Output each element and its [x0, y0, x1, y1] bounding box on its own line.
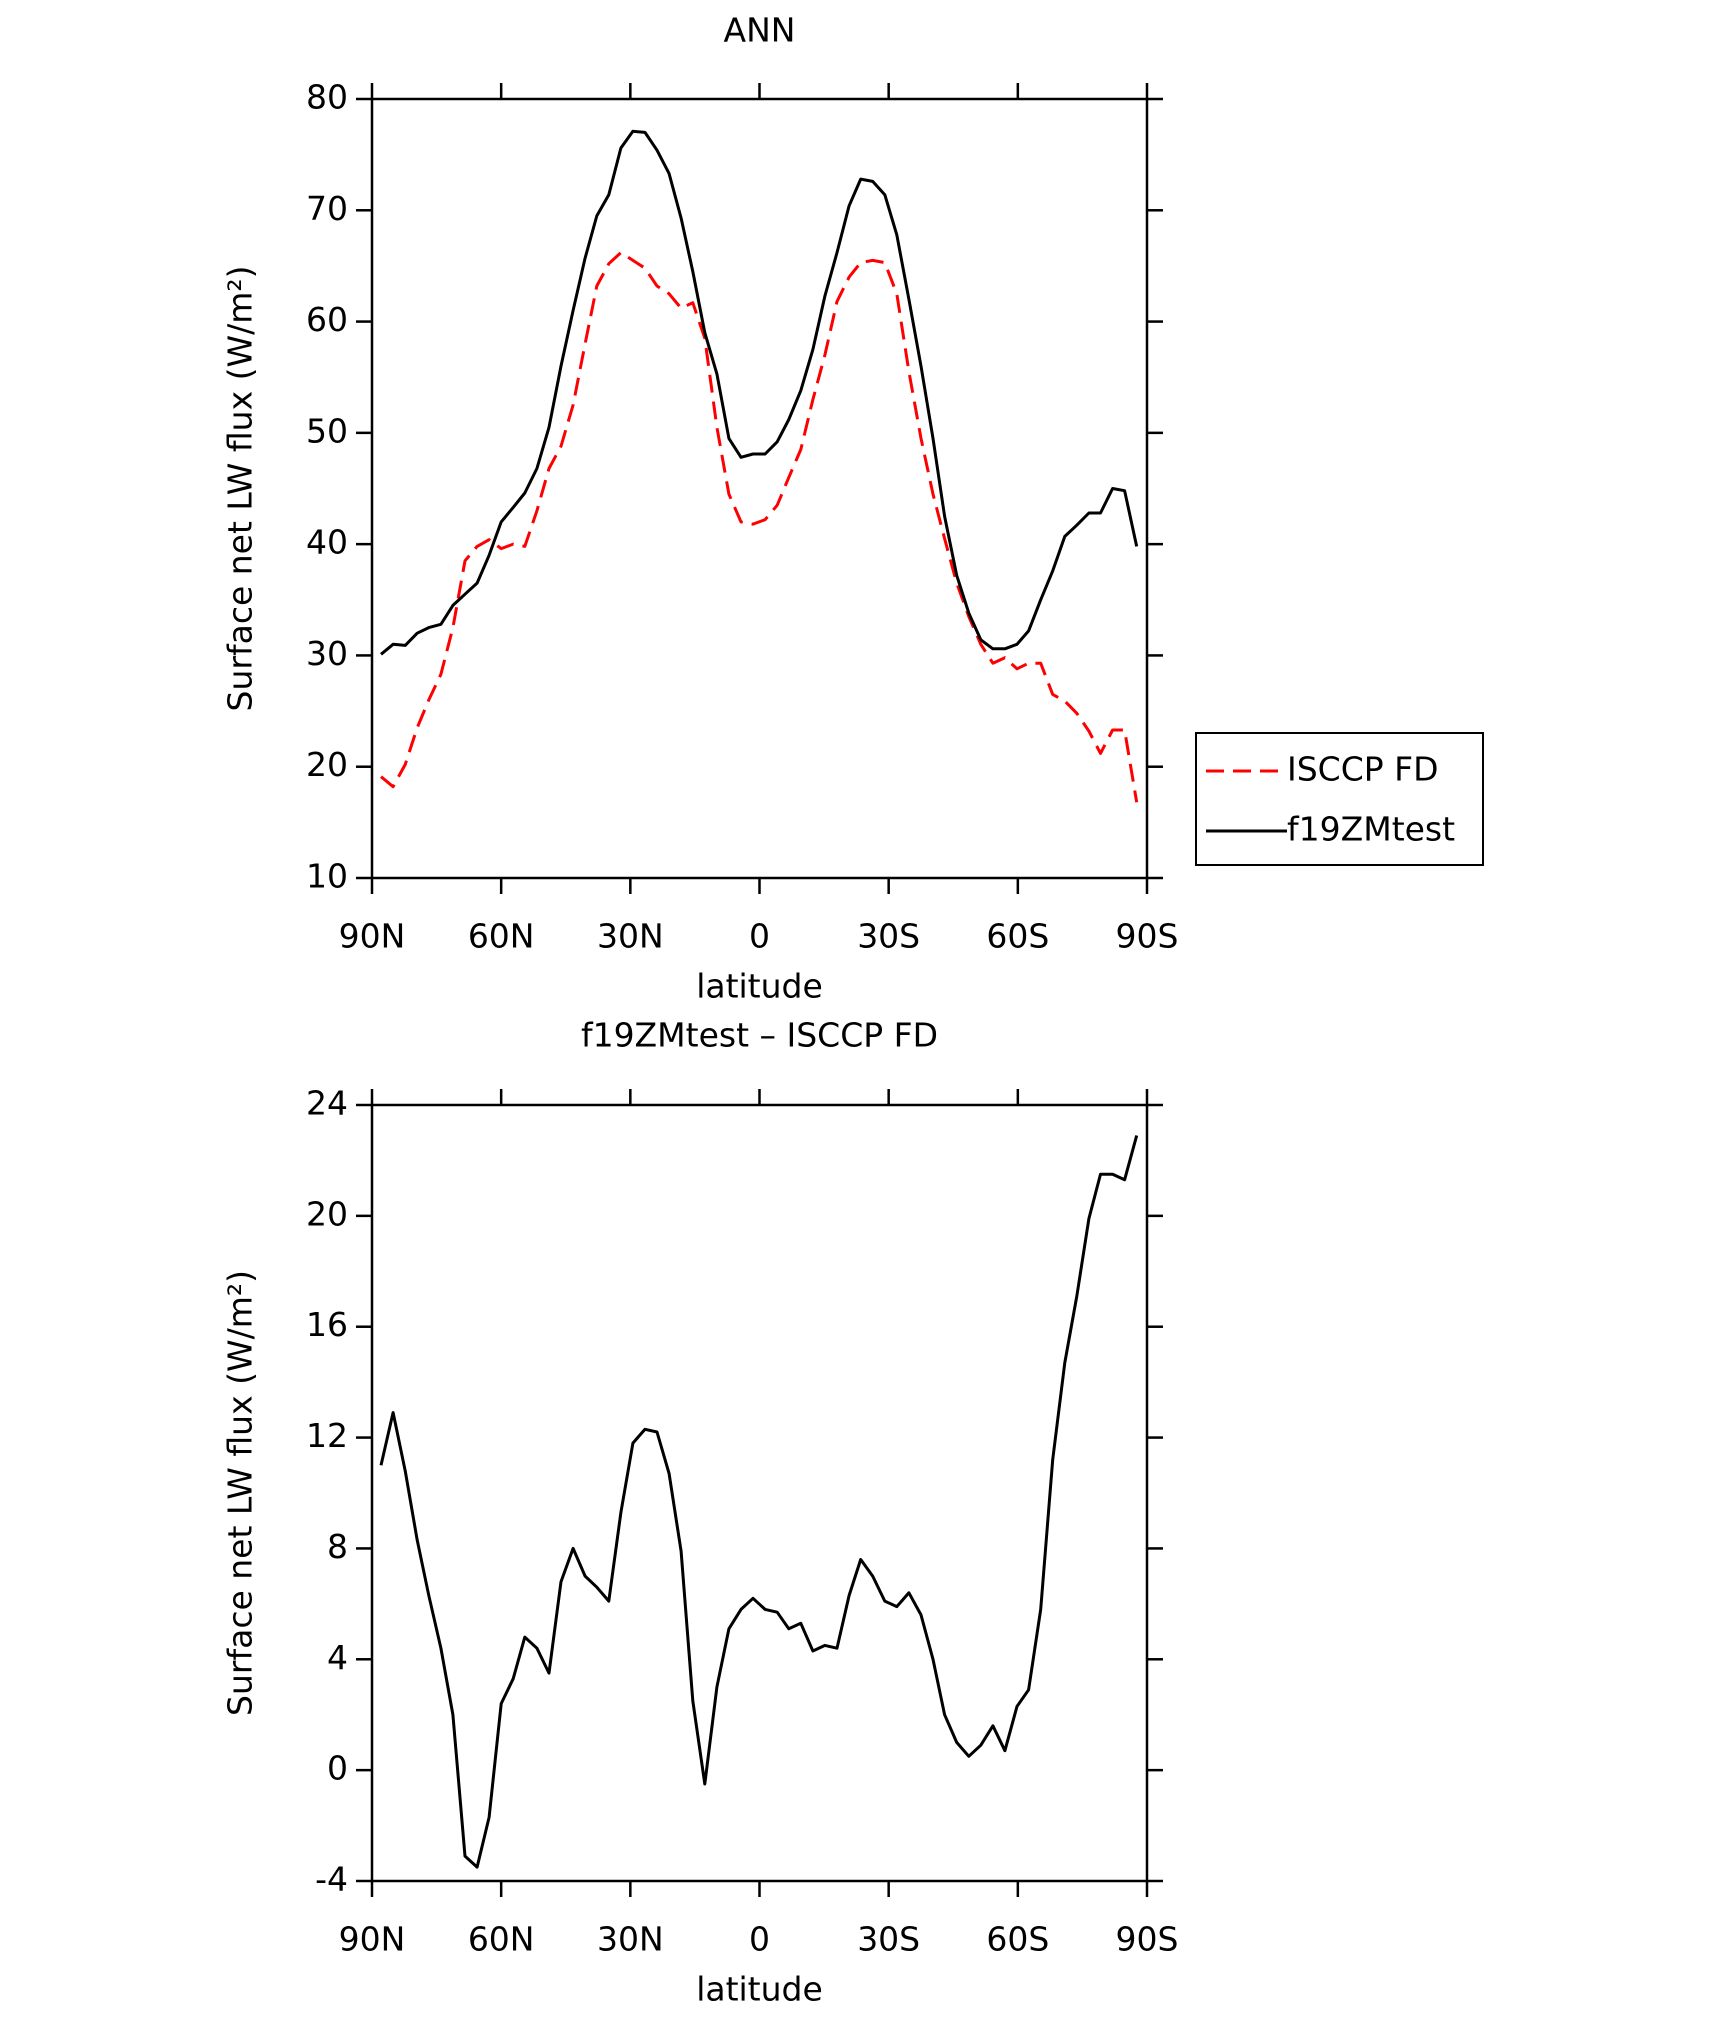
y-axis-label: Surface net LW flux (W/m²)	[221, 1270, 260, 1716]
data-line	[379, 1135, 1139, 1869]
x-tick-label: 60S	[986, 1920, 1049, 1959]
x-tick-label: 60S	[986, 917, 1049, 956]
x-axis-label: latitude	[696, 1970, 823, 2009]
y-tick-label: 20	[306, 1194, 348, 1233]
x-tick-label: 0	[749, 917, 770, 956]
x-axis-label: latitude	[696, 967, 823, 1006]
chart-title: ANN	[724, 11, 796, 50]
plot-frame	[370, 1103, 1149, 1883]
y-tick-label: 70	[306, 189, 348, 228]
y-tick-label: 50	[306, 411, 348, 450]
y-tick-label: 80	[306, 78, 348, 117]
data-line	[380, 129, 1139, 656]
y-tick-label: 4	[327, 1638, 348, 1677]
x-tick-label: 30S	[857, 1920, 920, 1959]
y-tick-label: 24	[306, 1084, 348, 1123]
x-tick-label: 30N	[597, 1920, 664, 1959]
x-tick-label: 30N	[597, 917, 664, 956]
legend-label: f19ZMtest	[1287, 810, 1455, 849]
y-axis-label: Surface net LW flux (W/m²)	[221, 266, 260, 712]
y-tick-label: 16	[306, 1305, 348, 1344]
y-tick-label: 8	[327, 1527, 348, 1566]
legend-box	[1195, 732, 1484, 866]
y-tick-label: 10	[306, 857, 348, 896]
x-tick-label: 60N	[468, 917, 535, 956]
x-tick-label: 30S	[857, 917, 920, 956]
x-tick-label: 0	[749, 1920, 770, 1959]
y-tick-label: 30	[306, 634, 348, 673]
x-tick-label: 90S	[1116, 917, 1179, 956]
y-tick-label: 60	[306, 300, 348, 339]
y-tick-label: 12	[306, 1416, 348, 1455]
chart-title: f19ZMtest – ISCCP FD	[581, 1016, 938, 1055]
legend-label: ISCCP FD	[1287, 750, 1439, 789]
x-tick-label: 90N	[339, 917, 406, 956]
y-tick-label: 0	[327, 1749, 348, 1788]
x-tick-label: 60N	[468, 1920, 535, 1959]
data-line	[380, 251, 1139, 803]
y-tick-label: 40	[306, 523, 348, 562]
y-tick-label: -4	[315, 1860, 348, 1899]
y-tick-label: 20	[306, 745, 348, 784]
plot-frame	[370, 97, 1149, 880]
x-tick-label: 90S	[1116, 1920, 1179, 1959]
x-tick-label: 90N	[339, 1920, 406, 1959]
